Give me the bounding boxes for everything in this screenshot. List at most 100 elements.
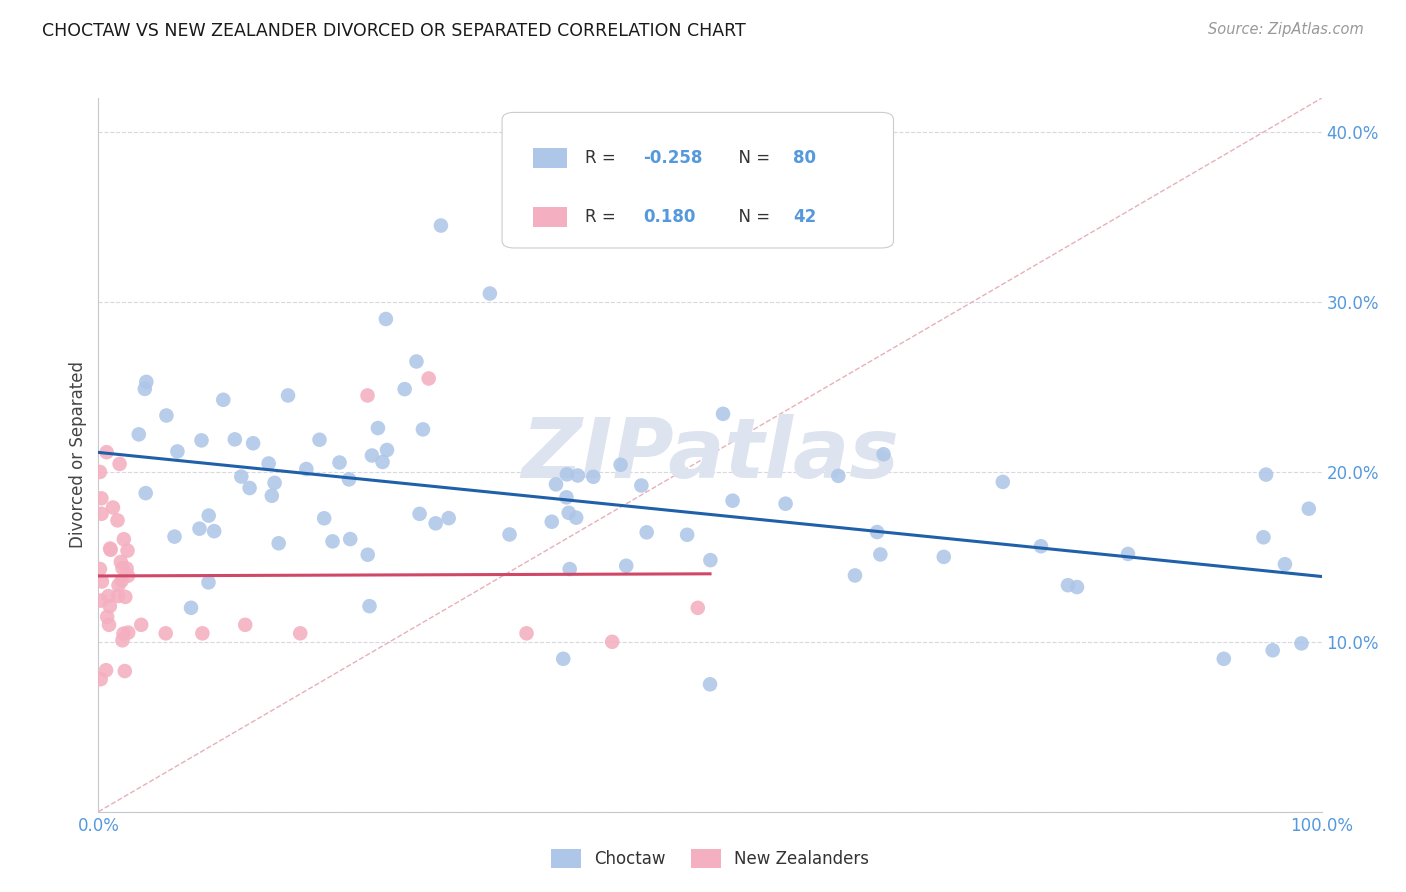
Point xyxy=(90,574,112,589)
Point xyxy=(844,568,866,582)
Point xyxy=(188,522,211,536)
Text: R =: R = xyxy=(585,149,621,168)
Point xyxy=(197,508,219,523)
Point xyxy=(699,553,721,567)
Point xyxy=(582,469,605,483)
Point xyxy=(212,392,235,407)
Point xyxy=(295,462,318,476)
Point xyxy=(191,626,214,640)
Text: 42: 42 xyxy=(793,208,817,226)
Text: ZIPatlas: ZIPatlas xyxy=(522,415,898,495)
Point xyxy=(337,472,360,486)
Point xyxy=(1298,501,1320,516)
Point xyxy=(129,617,152,632)
Text: 80: 80 xyxy=(793,149,817,168)
Point xyxy=(600,635,623,649)
Point xyxy=(117,568,139,582)
Point xyxy=(231,469,253,483)
Point xyxy=(540,515,562,529)
Point xyxy=(314,511,336,525)
Point xyxy=(90,491,112,506)
Point xyxy=(418,371,440,385)
Point xyxy=(107,589,129,603)
Point xyxy=(257,457,280,471)
Point xyxy=(260,489,283,503)
Point xyxy=(224,433,246,447)
Point xyxy=(277,388,299,402)
Point xyxy=(242,436,264,450)
Point xyxy=(322,534,344,549)
Point xyxy=(555,467,578,482)
Point xyxy=(117,543,139,558)
Point xyxy=(190,434,212,448)
Point xyxy=(112,533,135,547)
Point xyxy=(94,663,117,677)
FancyBboxPatch shape xyxy=(502,112,894,248)
Point xyxy=(98,599,121,614)
Point xyxy=(359,599,381,614)
Point xyxy=(117,625,139,640)
Point xyxy=(166,444,188,458)
Point xyxy=(557,506,579,520)
Point xyxy=(405,354,427,368)
Point xyxy=(239,481,262,495)
Point xyxy=(686,600,709,615)
FancyBboxPatch shape xyxy=(533,207,567,227)
Point xyxy=(111,633,134,648)
Point xyxy=(515,626,537,640)
Point xyxy=(233,617,256,632)
Point xyxy=(567,468,589,483)
Point xyxy=(721,493,744,508)
Point xyxy=(107,513,129,527)
Point xyxy=(155,409,177,423)
Point xyxy=(408,507,430,521)
Point xyxy=(498,527,520,541)
Point xyxy=(115,561,138,575)
Point xyxy=(869,548,891,562)
Point xyxy=(430,219,453,233)
Point xyxy=(110,574,132,588)
Point xyxy=(328,456,350,470)
Text: N =: N = xyxy=(728,149,776,168)
Point xyxy=(565,510,588,524)
Point xyxy=(872,447,894,461)
Point xyxy=(558,562,581,576)
Point xyxy=(100,542,122,557)
Point xyxy=(636,525,658,540)
Point xyxy=(89,562,111,576)
Point xyxy=(1253,530,1275,544)
Point xyxy=(375,442,398,457)
Text: -0.258: -0.258 xyxy=(643,149,702,168)
Point xyxy=(89,465,111,479)
Text: N =: N = xyxy=(728,208,776,226)
Point xyxy=(356,388,378,402)
Point xyxy=(197,575,219,590)
Point xyxy=(155,626,177,640)
Point xyxy=(367,421,389,435)
Point xyxy=(1212,652,1234,666)
Point xyxy=(711,407,734,421)
Point xyxy=(1057,578,1080,592)
Point xyxy=(1066,580,1088,594)
Point xyxy=(96,445,118,459)
Point xyxy=(112,626,135,640)
Point xyxy=(866,524,889,539)
Point xyxy=(676,528,699,542)
Point xyxy=(290,626,312,640)
Point xyxy=(478,286,501,301)
Point xyxy=(374,312,396,326)
Point xyxy=(1116,547,1139,561)
Point xyxy=(180,600,202,615)
Point xyxy=(308,433,330,447)
Point xyxy=(1254,467,1277,482)
Point xyxy=(98,541,121,556)
Point xyxy=(991,475,1014,489)
Point xyxy=(544,477,567,491)
Point xyxy=(97,589,120,603)
Point xyxy=(394,382,416,396)
Point xyxy=(114,590,136,604)
Point xyxy=(202,524,225,538)
Point xyxy=(263,475,285,490)
Point xyxy=(339,532,361,546)
FancyBboxPatch shape xyxy=(533,148,567,169)
